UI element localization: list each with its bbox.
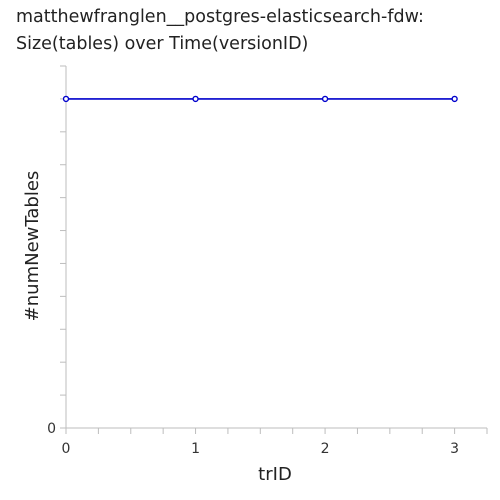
data-point xyxy=(321,95,329,103)
x-axis-label: trID xyxy=(258,464,292,485)
plot-area xyxy=(62,95,458,103)
x-tick-label: 0 xyxy=(62,441,71,457)
y-axis-label: #numNewTables xyxy=(22,171,43,322)
ticks: 0 1 2 3 0 xyxy=(47,65,488,457)
chart-title-line-2: Size(tables) over Time(versionID) xyxy=(16,34,309,54)
data-point xyxy=(451,95,458,103)
axes xyxy=(65,66,487,429)
x-tick-label: 2 xyxy=(321,441,330,457)
y-tick-label: 0 xyxy=(47,421,56,437)
x-tick-label: 3 xyxy=(450,441,459,457)
data-point xyxy=(62,95,70,103)
chart-title-line-1: matthewfranglen__postgres-elasticsearch-… xyxy=(16,7,424,27)
x-tick-label: 1 xyxy=(191,441,200,457)
data-point xyxy=(192,95,199,103)
